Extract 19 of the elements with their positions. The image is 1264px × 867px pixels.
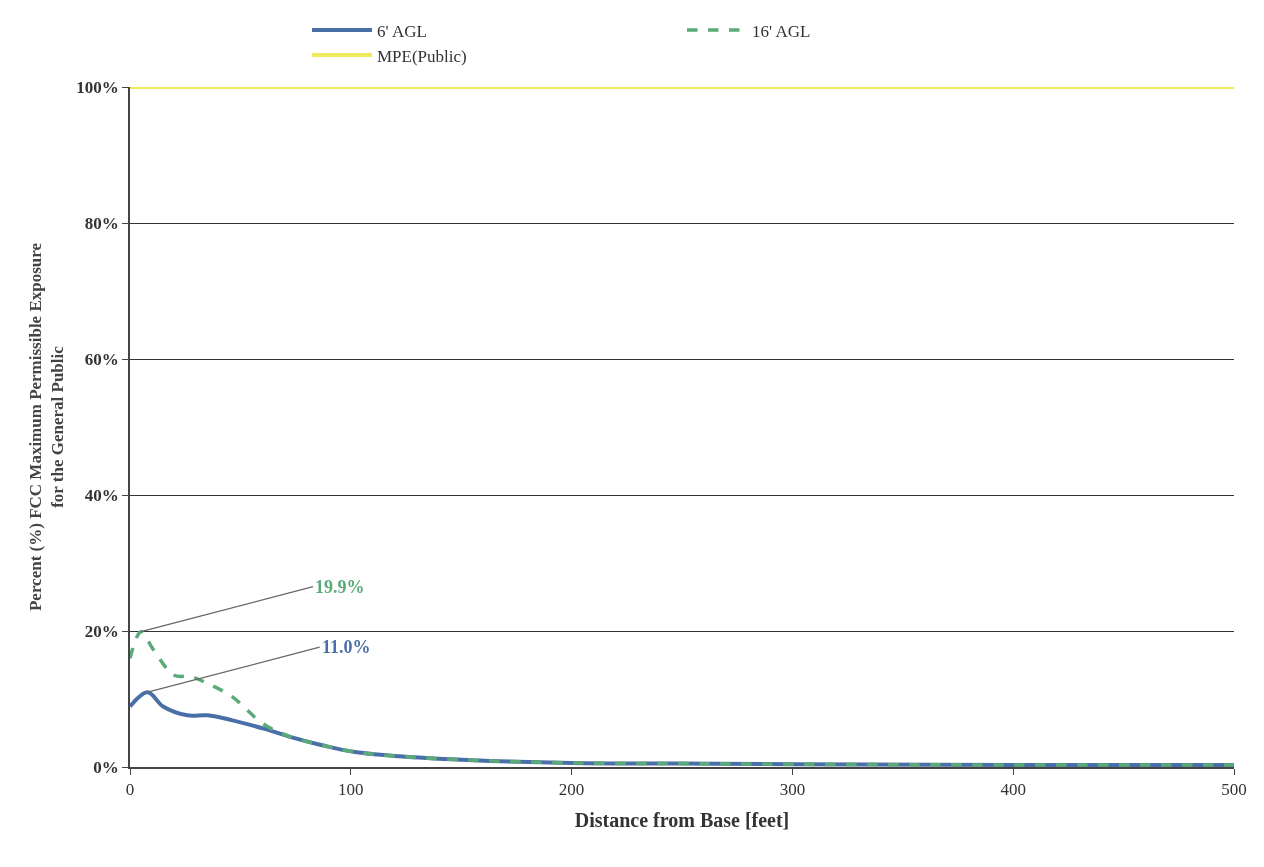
annotation: 11.0% xyxy=(322,637,371,657)
y-tick-label: 20% xyxy=(84,621,119,641)
x-tick-label: 300 xyxy=(779,780,806,800)
y-tick-label: 40% xyxy=(84,485,119,505)
annotation: 19.9% xyxy=(315,577,365,597)
legend-label: 16' AGL xyxy=(752,21,811,41)
x-tick-label: 400 xyxy=(1000,780,1026,800)
x-axis-title: Distance from Base [feet] xyxy=(574,809,790,832)
y-tick-label: 60% xyxy=(84,349,119,369)
x-tick-label: 0 xyxy=(125,780,135,800)
legend-label: 6' AGL xyxy=(377,21,427,41)
x-tick-label: 200 xyxy=(558,780,585,800)
legend-label: MPE(Public) xyxy=(377,46,467,66)
x-tick-label: 500 xyxy=(1221,780,1247,800)
x-tick-label: 100 xyxy=(338,780,364,800)
y-tick-label: 100% xyxy=(76,77,119,97)
y-axis-title: Percent (%) FCC Maximum Permissible Exposure for the General Public xyxy=(26,242,68,612)
y-tick-label: 80% xyxy=(84,213,119,233)
y-tick-label: 0% xyxy=(93,757,119,777)
